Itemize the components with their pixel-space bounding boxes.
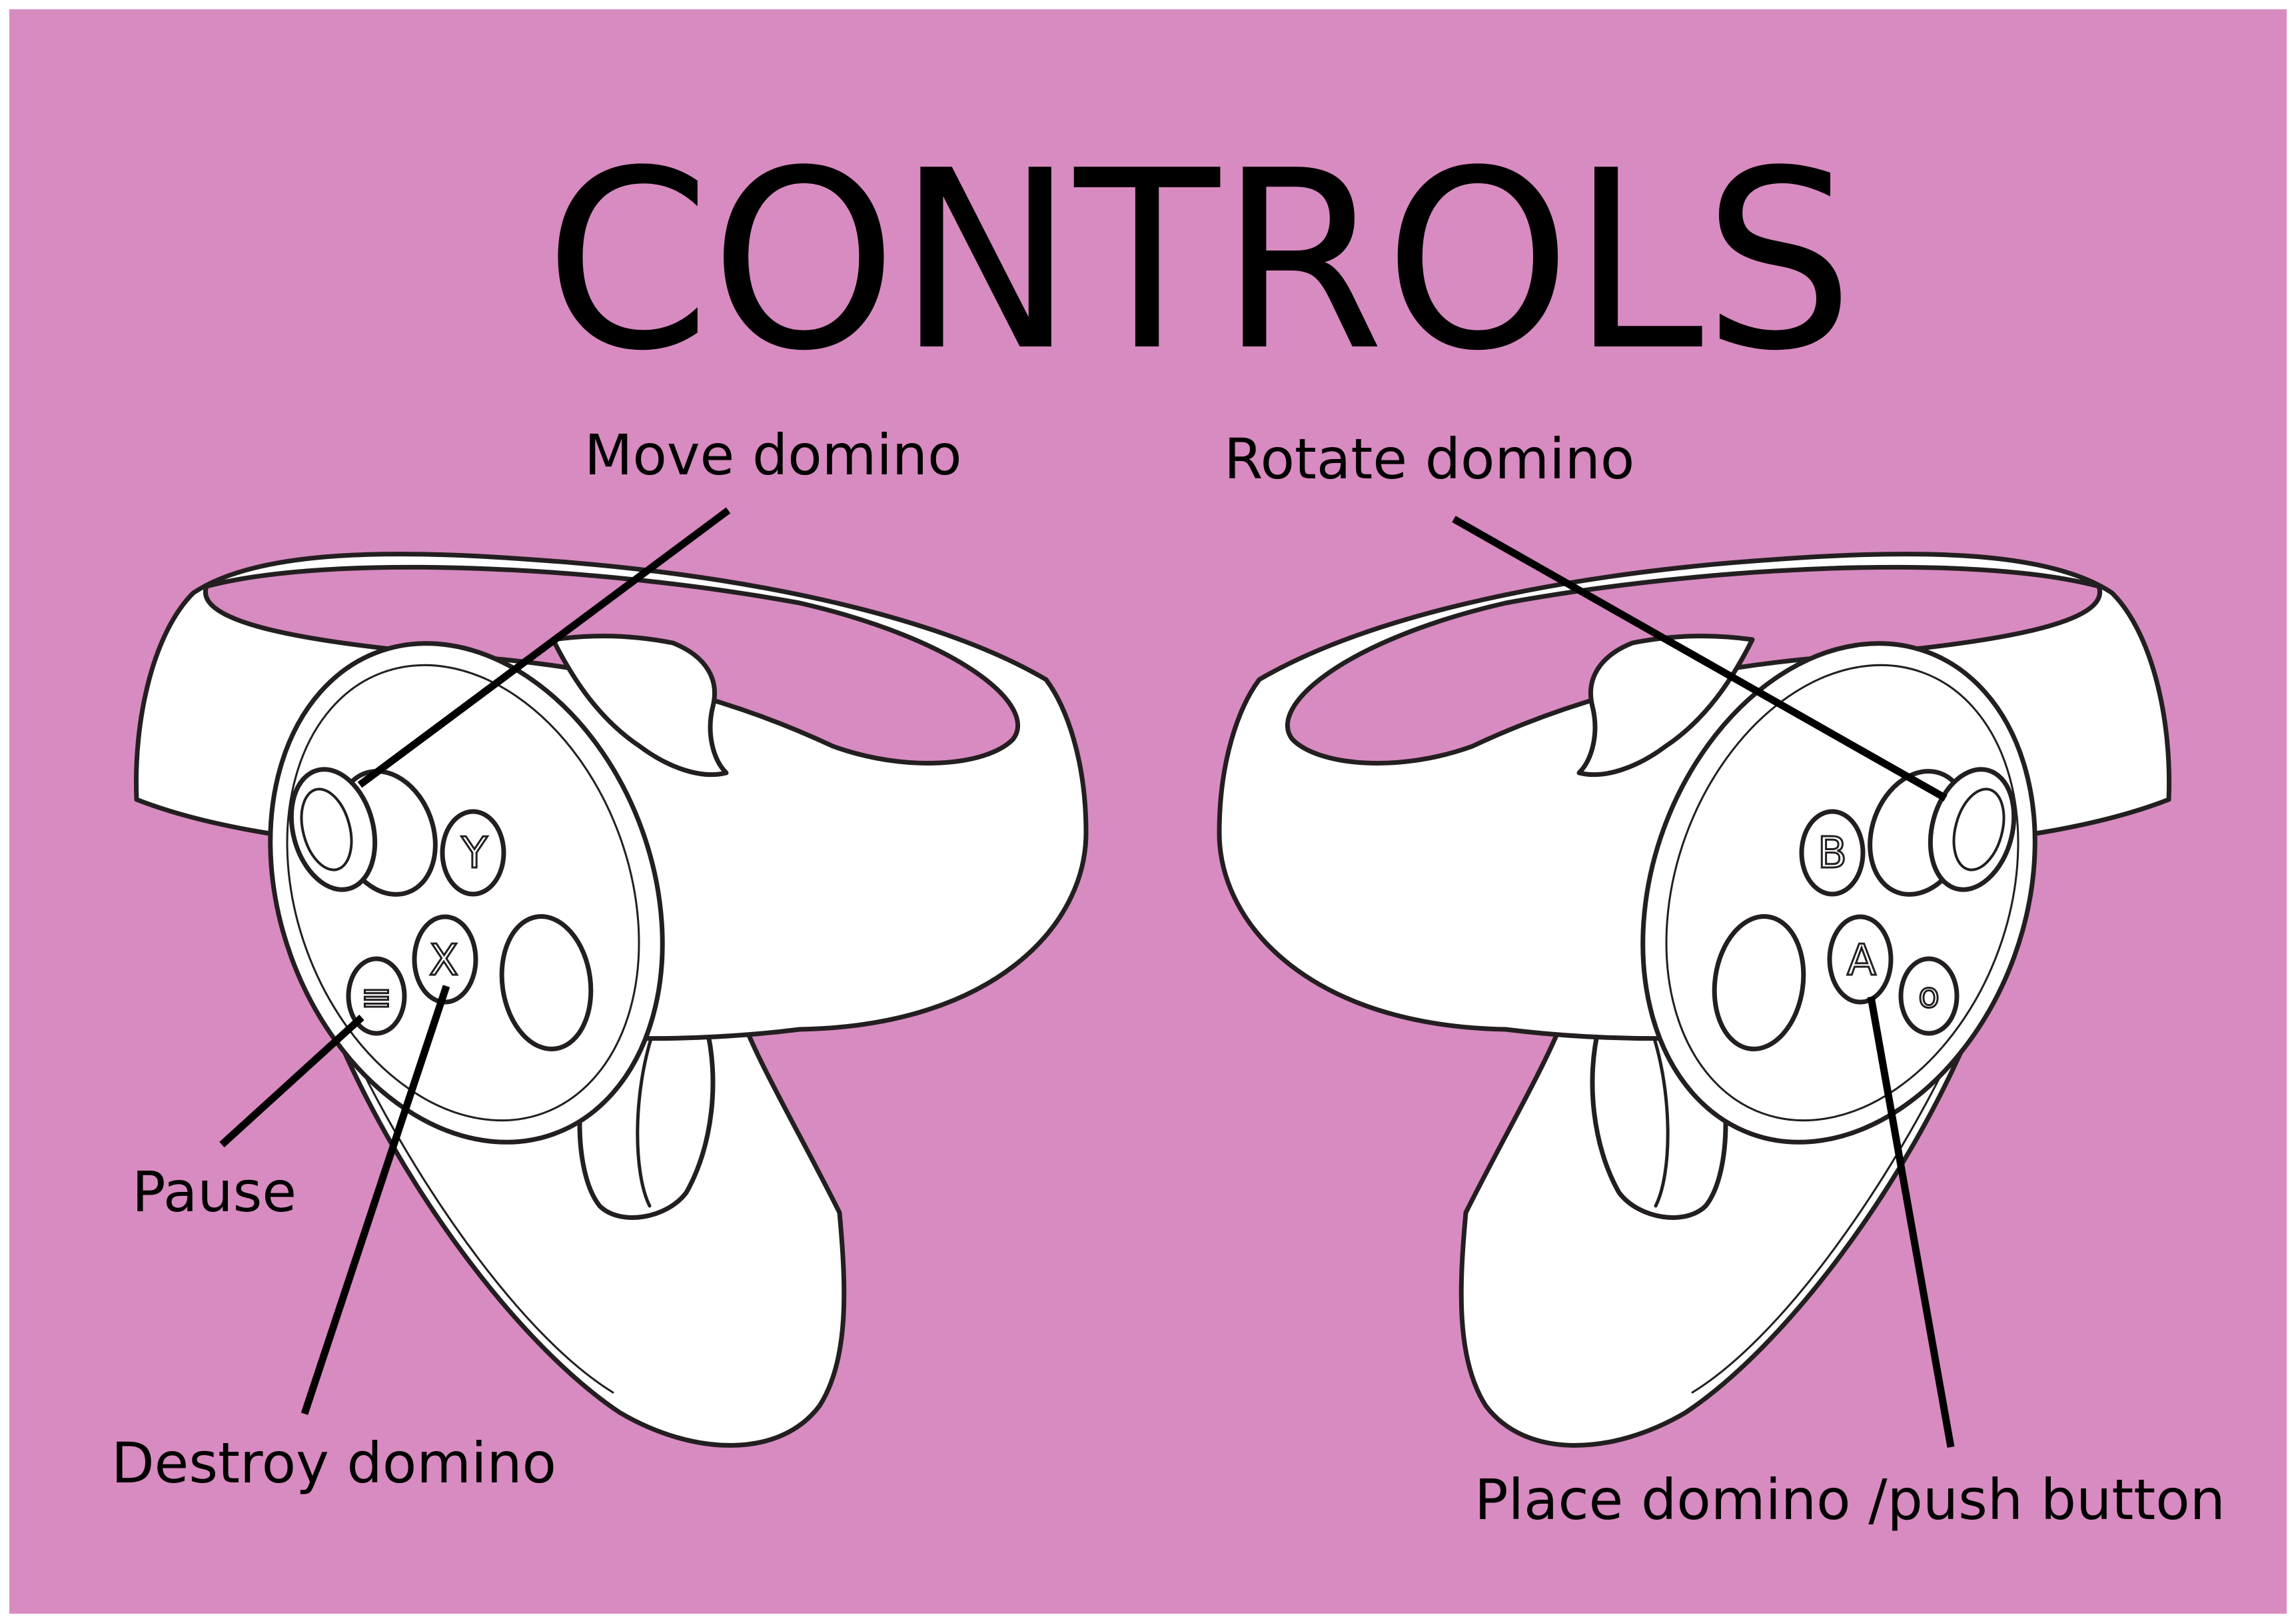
left-thumbstick-cap-inner: [300, 788, 353, 871]
place-domino-leader: [1867, 996, 1955, 1448]
rotate-domino-label: Rotate domino: [1224, 426, 1634, 492]
right-grip-button: [1712, 914, 1806, 1051]
right-face-plate-inner: [1665, 664, 2019, 1122]
place-domino-label: Place domino /push button: [1474, 1467, 2225, 1532]
rotate-domino-leader: [1452, 516, 1948, 802]
left-thumbrest-wing: [550, 634, 729, 778]
left-grip-button: [499, 914, 594, 1051]
move-domino-leader: [357, 507, 731, 788]
move-domino-label: Move domino: [584, 422, 961, 488]
left-thumbstick-cap: [288, 767, 378, 892]
right-a-button: [1827, 914, 1894, 1005]
left-menu-button: [346, 956, 407, 1036]
left-face-plate-inner: [286, 664, 640, 1122]
right-grip-edge-line: [1691, 1065, 1947, 1394]
right-oculus-button: [1898, 956, 1960, 1036]
pause-leader: [219, 1014, 364, 1148]
pause-label: Pause: [132, 1159, 296, 1225]
left-trigger-inner: [636, 1031, 655, 1208]
destroy-domino-leader: [300, 985, 450, 1415]
right-controller: [1217, 552, 2171, 1448]
leader-lines: [219, 507, 1955, 1448]
right-b-button: [1799, 809, 1866, 897]
right-oculus-icon: o: [1918, 976, 1940, 1016]
right-thumbrest-wing: [1576, 634, 1755, 778]
left-grip-edge-line: [358, 1065, 614, 1394]
right-b-letter: B: [1818, 829, 1847, 878]
destroy-domino-label: Destroy domino: [111, 1430, 556, 1496]
left-controller: [134, 552, 1089, 1448]
page-title: CONTROLS: [545, 119, 1854, 405]
right-thumbstick-cap: [1928, 767, 2017, 892]
right-a-letter: A: [1847, 936, 1876, 985]
left-y-button: [440, 809, 506, 897]
right-trigger-inner: [1650, 1031, 1670, 1208]
right-thumbstick-cap-inner: [1952, 788, 2006, 871]
left-x-button: [412, 914, 478, 1005]
left-menu-icon: ≡: [361, 976, 392, 1019]
left-y-letter: Y: [460, 829, 488, 878]
left-x-letter: X: [429, 936, 458, 985]
